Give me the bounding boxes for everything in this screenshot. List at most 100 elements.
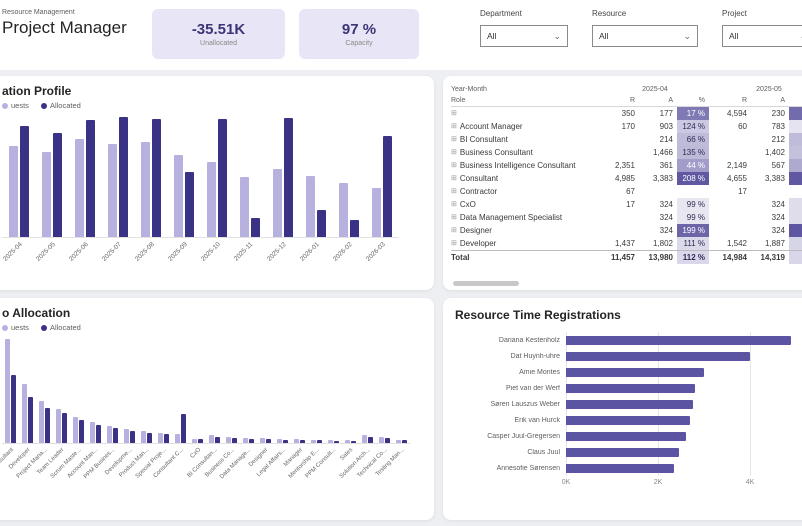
- bar-requests[interactable]: [379, 437, 384, 443]
- matrix-row[interactable]: ⊞CxO 17 324 99 % 324 108 %: [451, 198, 802, 211]
- bar-requests[interactable]: [328, 440, 333, 443]
- matrix-row[interactable]: ⊞Account Manager 170 903 124 % 60 783 104 %: [451, 120, 802, 133]
- legend-item-allocated[interactable]: Allocated: [40, 323, 81, 332]
- legend-item-allocated[interactable]: Allocated: [40, 101, 81, 110]
- expand-icon[interactable]: ⊞: [451, 214, 457, 221]
- bar-requests[interactable]: [294, 439, 299, 443]
- expand-icon[interactable]: ⊞: [451, 149, 457, 156]
- bar-requests[interactable]: [260, 438, 265, 443]
- bar-allocated[interactable]: [368, 437, 373, 443]
- bar-allocated[interactable]: [96, 425, 101, 443]
- matrix-row[interactable]: ⊞Consultant 4,985 3,383 208 % 4,655 3,383 208 …: [451, 172, 802, 185]
- bar-allocated[interactable]: [184, 172, 194, 237]
- matrix-row[interactable]: ⊞ Business Intelligence Consultant 2,351 36…: [451, 159, 802, 172]
- time-bar[interactable]: [566, 447, 679, 457]
- time-bar[interactable]: [566, 367, 704, 377]
- bar-allocated[interactable]: [283, 440, 288, 443]
- bar-allocated[interactable]: [334, 441, 339, 443]
- bar-allocated[interactable]: [130, 431, 135, 443]
- slicer-project-dropdown[interactable]: All ⌄: [722, 25, 802, 47]
- bar-requests[interactable]: [396, 440, 401, 443]
- bar-allocated[interactable]: [250, 218, 260, 237]
- expand-icon[interactable]: ⊞: [451, 175, 457, 182]
- legend-item-requests[interactable]: uests: [2, 101, 29, 110]
- bar-allocated[interactable]: [316, 210, 326, 237]
- matrix-row[interactable]: ⊞ Contractor 67 17: [451, 185, 802, 198]
- time-bar[interactable]: [566, 415, 690, 425]
- bar-allocated[interactable]: [266, 439, 271, 443]
- bar-requests[interactable]: [277, 439, 282, 443]
- bar-requests[interactable]: [239, 177, 249, 237]
- bar-requests[interactable]: [209, 435, 214, 443]
- expand-icon[interactable]: ⊞: [451, 240, 457, 247]
- time-bar[interactable]: [566, 431, 686, 441]
- bar-allocated[interactable]: [215, 437, 220, 443]
- time-bar[interactable]: [566, 351, 750, 361]
- bar-requests[interactable]: [371, 188, 381, 237]
- matrix-row[interactable]: ⊞Business Consultant 1,466 135 % 1,402 129 %: [451, 146, 802, 159]
- bar-allocated[interactable]: [300, 440, 305, 443]
- bar-allocated[interactable]: [147, 433, 152, 443]
- matrix-horizontal-scrollbar[interactable]: [453, 281, 519, 286]
- bar-allocated[interactable]: [351, 441, 356, 443]
- bar-requests[interactable]: [74, 139, 84, 237]
- matrix-row[interactable]: ⊞BI Consultant 214 66 % 212 66 %: [451, 133, 802, 146]
- matrix-row[interactable]: ⊞Designer 324 199 % 324 216 %: [451, 224, 802, 237]
- bar-allocated[interactable]: [85, 120, 95, 237]
- bar-requests[interactable]: [90, 422, 95, 443]
- bar-allocated[interactable]: [382, 136, 392, 237]
- bar-allocated[interactable]: [249, 439, 254, 443]
- time-bar[interactable]: [566, 399, 693, 409]
- expand-icon[interactable]: ⊞: [451, 136, 457, 143]
- bar-requests[interactable]: [158, 433, 163, 443]
- bar-requests[interactable]: [22, 384, 27, 443]
- bar-requests[interactable]: [124, 429, 129, 443]
- bar-requests[interactable]: [243, 438, 248, 443]
- bar-allocated[interactable]: [198, 439, 203, 443]
- bar-requests[interactable]: [8, 146, 18, 237]
- bar-requests[interactable]: [107, 426, 112, 443]
- slicer-department-dropdown[interactable]: All ⌄: [480, 25, 568, 47]
- expand-icon[interactable]: ⊞: [451, 123, 457, 130]
- slicer-resource-dropdown[interactable]: All ⌄: [592, 25, 698, 47]
- bar-requests[interactable]: [173, 155, 183, 237]
- bar-requests[interactable]: [140, 142, 150, 237]
- bar-allocated[interactable]: [181, 414, 186, 443]
- bar-requests[interactable]: [41, 152, 51, 237]
- bar-allocated[interactable]: [79, 420, 84, 443]
- bar-requests[interactable]: [206, 162, 216, 237]
- bar-requests[interactable]: [305, 176, 315, 237]
- bar-requests[interactable]: [362, 435, 367, 443]
- bar-requests[interactable]: [272, 169, 282, 237]
- legend-item-requests[interactable]: uests: [2, 323, 29, 332]
- bar-requests[interactable]: [73, 417, 78, 443]
- time-bar[interactable]: [566, 463, 674, 473]
- matrix-row[interactable]: ⊞Data Management Specialist 324 99 % 324 108…: [451, 211, 802, 224]
- matrix-row[interactable]: ⊞Developer 1,437 1,802 111 % 1,542 1,887 116 %: [451, 237, 802, 250]
- bar-allocated[interactable]: [151, 119, 161, 237]
- bar-allocated[interactable]: [385, 438, 390, 443]
- bar-allocated[interactable]: [11, 375, 16, 443]
- bar-requests[interactable]: [107, 144, 117, 237]
- bar-allocated[interactable]: [113, 428, 118, 443]
- expand-icon[interactable]: ⊞: [451, 110, 457, 117]
- bar-allocated[interactable]: [317, 440, 322, 443]
- bar-allocated[interactable]: [19, 126, 29, 237]
- expand-icon[interactable]: ⊞: [451, 227, 457, 234]
- matrix-total-row[interactable]: Total 11,457 13,980 112 % 14,984 14,319 114 %: [451, 250, 802, 264]
- bar-requests[interactable]: [39, 401, 44, 443]
- bar-requests[interactable]: [175, 434, 180, 443]
- bar-allocated[interactable]: [52, 133, 62, 237]
- bar-allocated[interactable]: [62, 413, 67, 443]
- bar-requests[interactable]: [5, 339, 10, 443]
- bar-allocated[interactable]: [232, 438, 237, 443]
- time-bar[interactable]: [566, 383, 695, 393]
- bar-allocated[interactable]: [402, 440, 407, 443]
- expand-icon[interactable]: ⊞: [451, 201, 457, 208]
- bar-allocated[interactable]: [118, 117, 128, 237]
- bar-allocated[interactable]: [349, 220, 359, 237]
- bar-allocated[interactable]: [217, 119, 227, 237]
- expand-icon[interactable]: ⊞: [451, 162, 457, 169]
- bar-allocated[interactable]: [45, 408, 50, 443]
- bar-allocated[interactable]: [28, 397, 33, 443]
